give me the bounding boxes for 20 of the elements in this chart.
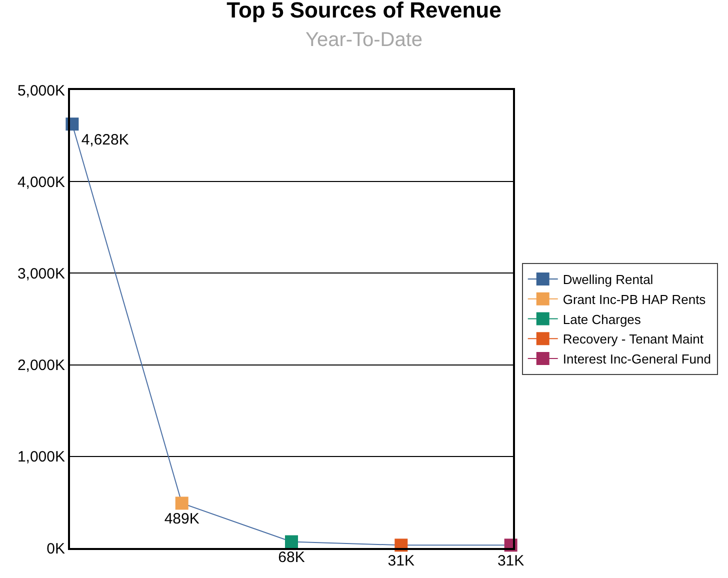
y-tick-label: 4,000K (17, 174, 65, 191)
legend-label: Late Charges (562, 312, 642, 327)
legend-label: Grant Inc-PB HAP Rents (562, 292, 706, 307)
chart-title: Top 5 Sources of Revenue (226, 0, 502, 22)
data-label: 68K (278, 549, 305, 566)
point (285, 535, 298, 548)
y-tick-label: 3,000K (17, 265, 65, 282)
legend-label: Interest Inc-General Fund (562, 352, 711, 367)
y-tick-label: 2,000K (17, 357, 65, 374)
y-tick-label: 0K (46, 540, 65, 558)
point (175, 496, 188, 510)
y-tick-label: 5,000K (17, 82, 65, 100)
data-label: 31K (497, 552, 524, 570)
y-tick-label: 1,000K (17, 448, 65, 466)
data-label: 489K (164, 510, 200, 528)
legend-label: Recovery - Tenant Maint (562, 332, 704, 347)
legend-label: Dwelling Rental (562, 272, 654, 288)
data-label: 31K (388, 552, 414, 570)
data-label: 4,628K (81, 131, 129, 148)
chart-subtitle: Year-To-Date (305, 28, 423, 51)
